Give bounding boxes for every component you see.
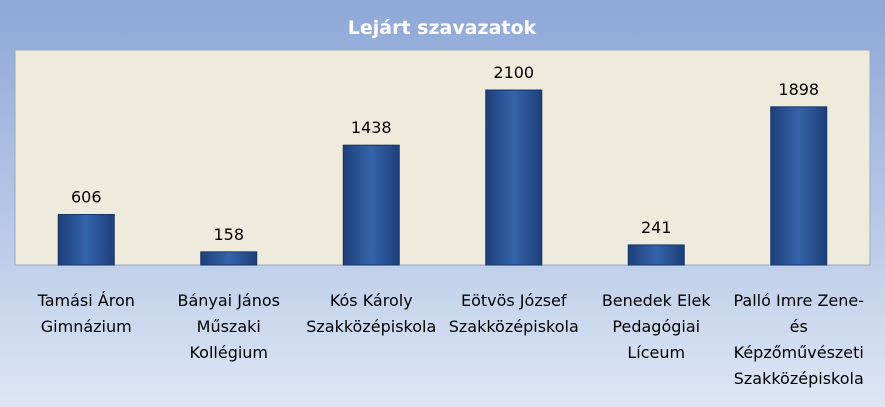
- bar: [57, 214, 115, 266]
- value-label: 1898: [778, 80, 819, 99]
- x-tick-label: Palló Imre Zene-és Képzőművészeti Szakközé…: [733, 291, 864, 388]
- bar: [485, 89, 543, 266]
- bar: [200, 251, 258, 266]
- x-tick-label: Kós Károly Szakközépiskola: [306, 291, 436, 336]
- bar: [627, 244, 685, 266]
- value-label: 2100: [493, 63, 534, 82]
- x-tick-label: Eötvös József Szakközépiskola: [449, 291, 579, 336]
- x-tick-label: Tamási Áron Gimnázium: [37, 291, 135, 336]
- value-label: 158: [213, 225, 244, 244]
- plot-area: [14, 49, 871, 266]
- value-label: 606: [71, 188, 102, 207]
- chart-title: Lejárt szavazatok: [348, 17, 537, 39]
- x-tick-label: Bányai János Műszaki Kollégium: [177, 291, 280, 362]
- bar: [770, 106, 828, 266]
- x-tick-label: Benedek Elek Pedagógiai Líceum: [602, 291, 712, 362]
- value-label: 241: [641, 218, 672, 237]
- bar: [342, 144, 400, 266]
- value-label: 1438: [351, 118, 392, 137]
